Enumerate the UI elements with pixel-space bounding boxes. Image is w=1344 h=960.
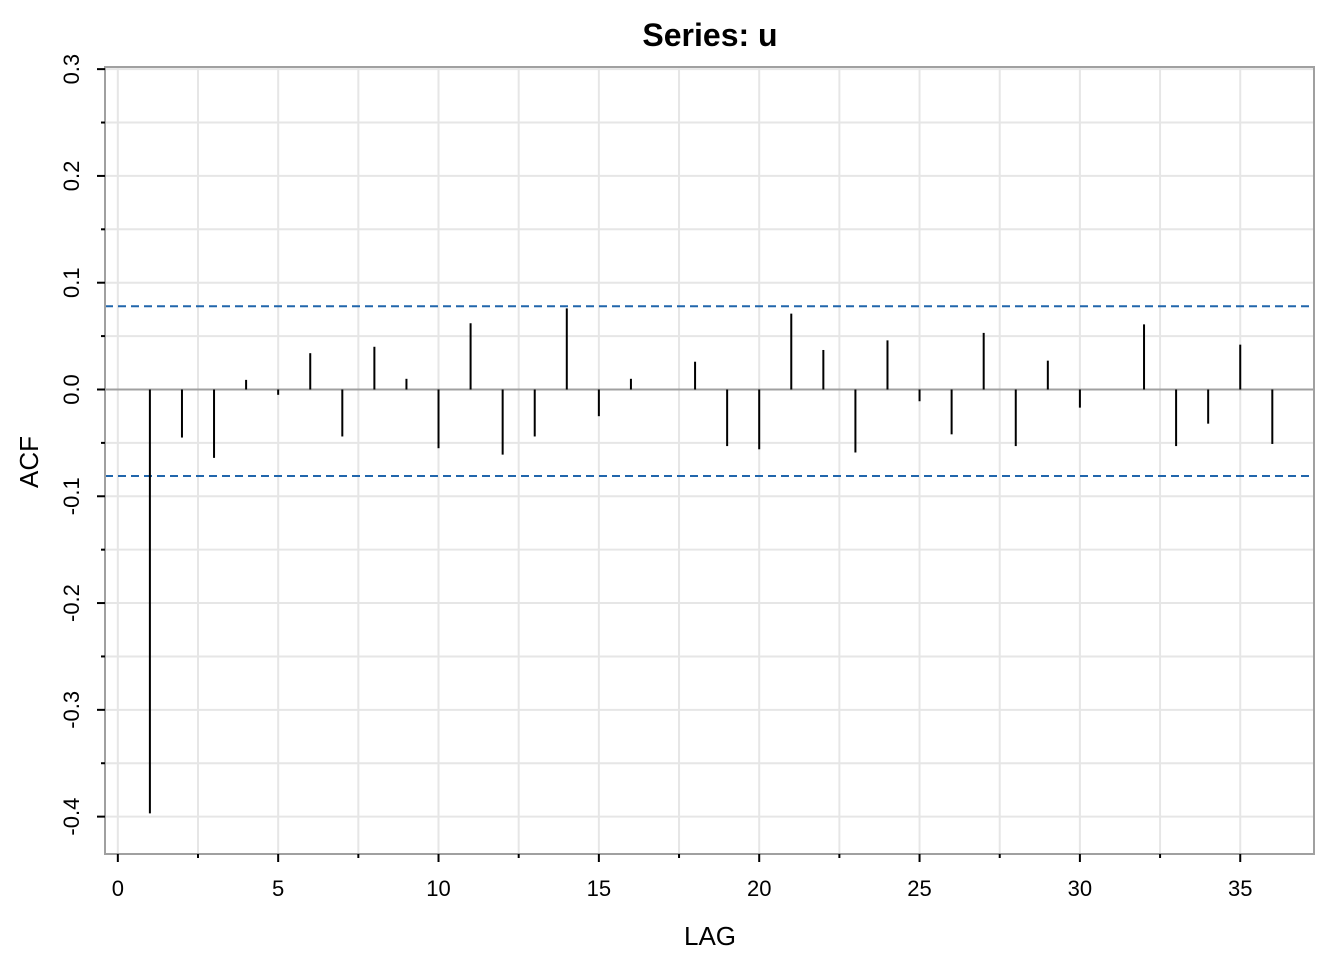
chart-title: Series: u bbox=[642, 17, 777, 53]
x-tick-label: 15 bbox=[587, 876, 611, 901]
y-tick-label: 0.1 bbox=[59, 267, 84, 298]
y-axis-title: ACF bbox=[14, 436, 44, 488]
x-tick-label: 35 bbox=[1228, 876, 1252, 901]
x-tick-label: 25 bbox=[907, 876, 931, 901]
y-tick-label: -0.4 bbox=[59, 798, 84, 836]
x-axis-title: LAG bbox=[684, 921, 736, 951]
x-tick-label: 10 bbox=[426, 876, 450, 901]
y-tick-label: -0.1 bbox=[59, 477, 84, 515]
grid-lines bbox=[105, 67, 1314, 854]
x-tick-label: 20 bbox=[747, 876, 771, 901]
y-tick-label: -0.2 bbox=[59, 584, 84, 622]
acf-bars bbox=[148, 308, 1274, 814]
x-axis: 0 5 10 15 20 25 30 35 bbox=[112, 854, 1252, 901]
confidence-bounds bbox=[105, 305, 1314, 477]
y-tick-label: 0.2 bbox=[59, 161, 84, 192]
y-tick-label: 0.3 bbox=[59, 54, 84, 85]
y-tick-label: 0.0 bbox=[59, 374, 84, 405]
x-tick-label: 5 bbox=[272, 876, 284, 901]
y-axis: -0.4 -0.3 -0.2 -0.1 0.0 0.1 0.2 0.3 bbox=[59, 54, 105, 836]
x-tick-label: 30 bbox=[1068, 876, 1092, 901]
plot-frame bbox=[104, 66, 1315, 855]
y-tick-label: -0.3 bbox=[59, 691, 84, 729]
x-tick-label: 0 bbox=[112, 876, 124, 901]
